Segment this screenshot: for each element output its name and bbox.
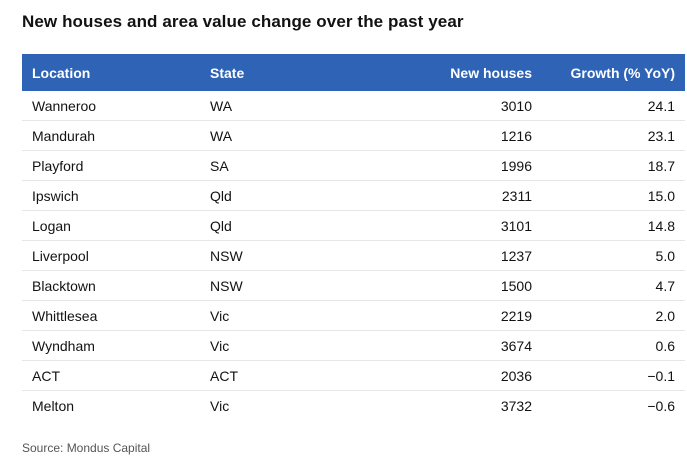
cell-location: Melton <box>32 397 75 414</box>
column-header-state: State <box>210 54 390 91</box>
cell-growth: 4.7 <box>532 270 685 301</box>
cell-state: NSW <box>210 240 390 271</box>
cell-growth: 5.0 <box>532 240 685 271</box>
column-header-new-houses: New houses <box>390 54 532 91</box>
table-row: Mandurah WA 1216 23.1 <box>22 120 685 151</box>
cell-state: Vic <box>210 330 390 361</box>
table-row: Wyndham Vic 3674 0.6 <box>22 330 685 361</box>
data-table: Location State New houses Growth (% YoY)… <box>22 54 685 420</box>
table-row: Logan Qld 3101 14.8 <box>22 210 685 241</box>
cell-new-houses: 1237 <box>390 240 532 271</box>
cell-location: ACT <box>22 360 210 391</box>
cell-new-houses: 1500 <box>390 270 532 301</box>
cell-new-houses: 2036 <box>390 360 532 391</box>
column-header-location: Location <box>22 54 210 91</box>
cell-new-houses: 3101 <box>390 210 532 241</box>
cell-growth: 14.8 <box>532 210 685 241</box>
table-row: Wanneroo WA 3010 24.1 <box>22 91 685 121</box>
cell-growth: −0.1 <box>532 360 685 391</box>
cell-growth: 23.1 <box>532 120 685 151</box>
cell-location: Playford <box>22 150 210 181</box>
cell-growth: 2.0 <box>532 300 685 331</box>
table-header-row: Location State New houses Growth (% YoY) <box>22 54 685 91</box>
cell-new-houses: 1996 <box>390 150 532 181</box>
table-row: Ipswich Qld 2311 15.0 <box>22 180 685 211</box>
cell-state: WA <box>210 120 390 151</box>
column-header-growth: Growth (% YoY) <box>532 54 685 91</box>
cell-growth: −0.6 <box>647 397 675 414</box>
cell-growth: 18.7 <box>532 150 685 181</box>
table-row: ACT ACT 2036 −0.1 <box>22 360 685 391</box>
cell-state: Vic <box>210 397 230 414</box>
cell-state: WA <box>210 91 390 121</box>
cell-new-houses: 1216 <box>390 120 532 151</box>
cell-new-houses: 3674 <box>390 330 532 361</box>
cell-location: Mandurah <box>22 120 210 151</box>
cell-state: Vic <box>210 300 390 331</box>
cell-location: Wyndham <box>22 330 210 361</box>
cell-location: Logan <box>22 210 210 241</box>
cell-state: SA <box>210 150 390 181</box>
cell-location: Whittlesea <box>22 300 210 331</box>
table-row: Melton Vic 3732 −0.6 <box>22 391 685 421</box>
cell-location: Blacktown <box>22 270 210 301</box>
chart-title: New houses and area value change over th… <box>22 12 464 31</box>
cell-new-houses: 2311 <box>390 180 532 211</box>
cell-growth: 15.0 <box>532 180 685 211</box>
table-row: Blacktown NSW 1500 4.7 <box>22 270 685 301</box>
table-body: Wanneroo WA 3010 24.1 Mandurah WA 1216 23.1 Play… <box>22 91 685 420</box>
cell-location: Wanneroo <box>22 91 210 121</box>
cell-new-houses: 3010 <box>390 91 532 121</box>
table-row: Liverpool NSW 1237 5.0 <box>22 240 685 271</box>
table-row: Whittlesea Vic 2219 2.0 <box>22 300 685 331</box>
cell-new-houses: 3732 <box>500 397 532 414</box>
cell-growth: 0.6 <box>532 330 685 361</box>
cell-state: ACT <box>210 360 390 391</box>
source-note: Source: Mondus Capital <box>22 441 151 455</box>
cell-state: NSW <box>210 270 390 301</box>
cell-growth: 24.1 <box>532 91 685 121</box>
cell-location: Ipswich <box>22 180 210 211</box>
cell-state: Qld <box>210 180 390 211</box>
cell-new-houses: 2219 <box>390 300 532 331</box>
cell-state: Qld <box>210 210 390 241</box>
table-row: Playford SA 1996 18.7 <box>22 150 685 181</box>
cell-location: Liverpool <box>22 240 210 271</box>
